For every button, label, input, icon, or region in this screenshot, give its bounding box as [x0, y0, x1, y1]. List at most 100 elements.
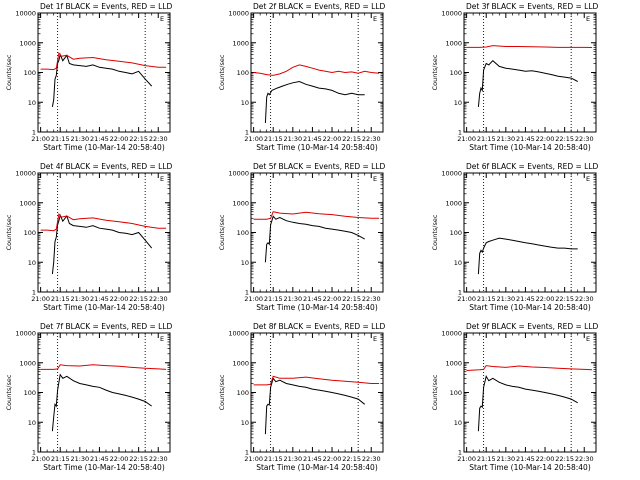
y-tick-label: 10 [454, 419, 462, 427]
y-tick-label: 10000 [15, 10, 36, 18]
x-tick-label: 22:15 [555, 135, 574, 143]
y-tick-label: 1000 [445, 199, 462, 207]
y-tick-label: 100 [24, 229, 36, 237]
y-tick-label: 10000 [228, 330, 249, 338]
panel-3: Det 3f BLACK = Events, RED = LLD E 1 10 100 1… [431, 2, 599, 152]
y-tick-label: 1000 [19, 199, 36, 207]
x-tick-label: 22:30 [149, 455, 168, 463]
corner-mark: E [586, 175, 590, 183]
y-tick-label: 10000 [441, 10, 462, 18]
x-tick-label: 21:45 [90, 455, 109, 463]
y-tick-label: 10000 [15, 330, 36, 338]
x-tick-label: 22:00 [110, 295, 129, 303]
plot-frame [37, 172, 171, 293]
x-tick-label: 21:00 [31, 135, 50, 143]
x-tick-label: 21:15 [477, 295, 496, 303]
y-tick-label: 10000 [228, 10, 249, 18]
panel-8: Det 8f BLACK = Events, RED = LLD E 1 10 100 1… [218, 322, 386, 472]
x-tick-label: 21:30 [283, 295, 302, 303]
y-axis-label: Counts/sec [218, 54, 226, 90]
x-tick-label: 21:45 [516, 135, 535, 143]
y-tick-label: 100 [237, 389, 249, 397]
x-tick-label: 22:00 [536, 455, 555, 463]
x-tick-label: 21:15 [264, 455, 283, 463]
x-tick-label: 21:30 [283, 455, 302, 463]
corner-mark: E [373, 15, 377, 23]
y-tick-label: 1 [245, 449, 249, 457]
y-tick-label: 100 [450, 229, 462, 237]
x-tick-label: 21:15 [477, 455, 496, 463]
y-tick-label: 1000 [445, 39, 462, 47]
y-tick-label: 1 [458, 289, 462, 297]
events-series-line [264, 377, 366, 435]
x-tick-label: 22:00 [110, 135, 129, 143]
events-series-line [477, 237, 578, 275]
x-tick-label: 22:15 [129, 295, 148, 303]
x-tick-label: 21:30 [496, 135, 515, 143]
y-tick-label: 1000 [232, 359, 249, 367]
plot-frame [250, 332, 384, 453]
x-tick-label: 21:15 [51, 295, 70, 303]
panel-7: Det 7f BLACK = Events, RED = LLD E 1 10 100 1… [5, 322, 173, 472]
y-tick-label: 10 [454, 99, 462, 107]
y-tick-label: 100 [450, 389, 462, 397]
x-tick-label: 21:45 [90, 135, 109, 143]
corner-mark: E [586, 15, 590, 23]
x-axis-label: Start Time (10-Mar-14 20:58:40) [43, 143, 165, 152]
y-axis-label: Counts/sec [431, 374, 439, 410]
plot-frame [463, 332, 597, 453]
panel-6: Det 6f BLACK = Events, RED = LLD E 1 10 100 1… [431, 162, 599, 312]
y-tick-label: 1 [458, 449, 462, 457]
events-series-line [51, 52, 153, 107]
y-tick-label: 10 [241, 259, 249, 267]
panel-5: Det 5f BLACK = Events, RED = LLD E 1 10 100 1… [218, 162, 386, 312]
events-series-line [264, 80, 365, 124]
plot-frame [250, 172, 384, 293]
x-tick-label: 21:30 [70, 295, 89, 303]
y-tick-label: 1 [245, 289, 249, 297]
x-tick-label: 21:30 [496, 295, 515, 303]
panel-title: Det 3f BLACK = Events, RED = LLD [466, 2, 599, 11]
events-series-line [477, 374, 578, 432]
y-tick-label: 1000 [19, 39, 36, 47]
x-tick-label: 22:00 [323, 135, 342, 143]
x-tick-label: 22:30 [362, 295, 381, 303]
panel-4: Det 4f BLACK = Events, RED = LLD E 1 10 100 1… [5, 162, 173, 312]
x-tick-label: 21:15 [264, 135, 283, 143]
corner-mark: E [373, 175, 377, 183]
x-axis-label: Start Time (10-Mar-14 20:58:40) [469, 463, 591, 472]
x-tick-label: 21:45 [516, 455, 535, 463]
x-tick-label: 21:45 [303, 135, 322, 143]
y-tick-label: 100 [237, 229, 249, 237]
events-series-line [477, 60, 578, 107]
x-tick-label: 21:00 [244, 295, 263, 303]
x-axis-label: Start Time (10-Mar-14 20:58:40) [256, 143, 378, 152]
x-tick-label: 21:45 [303, 295, 322, 303]
plot-frame [37, 12, 171, 133]
x-tick-label: 21:00 [244, 135, 263, 143]
x-axis-label: Start Time (10-Mar-14 20:58:40) [469, 143, 591, 152]
x-tick-label: 21:45 [516, 295, 535, 303]
y-axis-label: Counts/sec [431, 214, 439, 250]
y-tick-label: 100 [237, 69, 249, 77]
y-tick-label: 1000 [232, 39, 249, 47]
y-tick-label: 1 [32, 129, 36, 137]
panel-title: Det 4f BLACK = Events, RED = LLD [40, 162, 173, 171]
x-tick-label: 21:30 [70, 455, 89, 463]
y-axis-label: Counts/sec [5, 54, 13, 90]
x-tick-label: 22:30 [362, 135, 381, 143]
plot-frame [463, 172, 597, 293]
x-tick-label: 21:30 [70, 135, 89, 143]
x-tick-label: 22:15 [129, 135, 148, 143]
x-tick-label: 22:30 [362, 455, 381, 463]
panel-title: Det 1f BLACK = Events, RED = LLD [40, 2, 173, 11]
panel-9: Det 9f BLACK = Events, RED = LLD E 1 10 100 1… [431, 322, 599, 472]
events-series-line [264, 215, 365, 263]
y-axis-label: Counts/sec [5, 374, 13, 410]
x-tick-label: 21:30 [496, 455, 515, 463]
x-tick-label: 21:15 [51, 135, 70, 143]
y-tick-label: 1000 [232, 199, 249, 207]
panel-title: Det 2f BLACK = Events, RED = LLD [253, 2, 386, 11]
lld-series-line [40, 212, 167, 232]
